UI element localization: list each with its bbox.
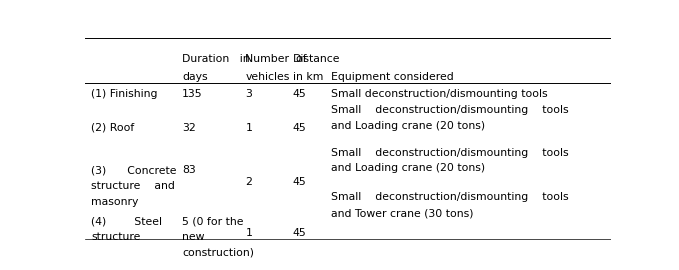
Text: and Loading crane (20 tons): and Loading crane (20 tons) (331, 121, 485, 131)
Text: masonry: masonry (91, 197, 139, 207)
Text: (2) Roof: (2) Roof (91, 123, 134, 133)
Text: Small deconstruction/dismounting tools: Small deconstruction/dismounting tools (331, 89, 548, 99)
Text: 45: 45 (293, 177, 306, 187)
Text: days: days (182, 72, 208, 82)
Text: structure: structure (91, 232, 141, 242)
Text: construction): construction) (182, 248, 254, 258)
Text: Duration   in: Duration in (182, 54, 250, 64)
Text: and Loading crane (20 tons): and Loading crane (20 tons) (331, 163, 485, 173)
Text: 1: 1 (245, 123, 253, 133)
Text: 32: 32 (182, 123, 196, 133)
Text: Small    deconstruction/dismounting    tools: Small deconstruction/dismounting tools (331, 148, 569, 158)
Text: Number  of: Number of (245, 54, 307, 64)
Text: (3)      Concrete: (3) Concrete (91, 166, 177, 176)
Text: Small    deconstruction/dismounting    tools: Small deconstruction/dismounting tools (331, 105, 569, 115)
Text: 83: 83 (182, 166, 196, 176)
Text: new: new (182, 232, 205, 242)
Text: 45: 45 (293, 123, 306, 133)
Text: 45: 45 (293, 89, 306, 99)
Text: in km: in km (293, 72, 323, 82)
Text: Small    deconstruction/dismounting    tools: Small deconstruction/dismounting tools (331, 193, 569, 202)
Text: 45: 45 (293, 228, 306, 238)
Text: 3: 3 (245, 89, 253, 99)
Text: Equipment considered: Equipment considered (331, 72, 454, 82)
Text: vehicles: vehicles (245, 72, 290, 82)
Text: Distance: Distance (293, 54, 340, 64)
Text: 1: 1 (245, 228, 253, 238)
Text: (4)        Steel: (4) Steel (91, 216, 162, 226)
Text: structure    and: structure and (91, 181, 175, 191)
Text: and Tower crane (30 tons): and Tower crane (30 tons) (331, 208, 474, 218)
Text: 5 (0 for the: 5 (0 for the (182, 216, 244, 226)
Text: 135: 135 (182, 89, 203, 99)
Text: 2: 2 (245, 177, 253, 187)
Text: (1) Finishing: (1) Finishing (91, 89, 158, 99)
